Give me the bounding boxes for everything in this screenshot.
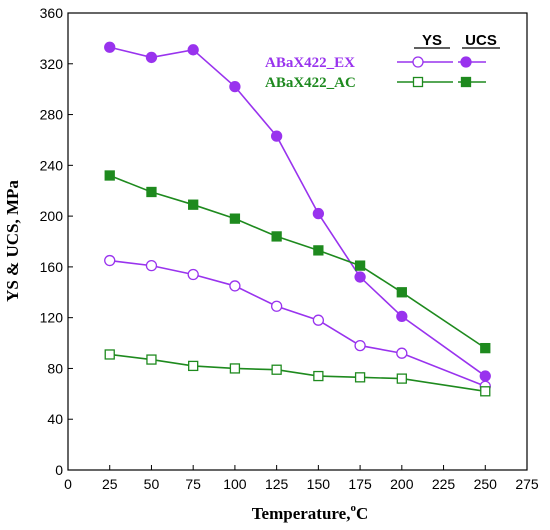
x-tick-label: 275 bbox=[515, 476, 539, 492]
data-point bbox=[312, 314, 325, 326]
data-point bbox=[312, 207, 325, 220]
plot-frame bbox=[67, 12, 528, 471]
series-abax422-ac-ys bbox=[104, 349, 491, 397]
x-tick-label: 0 bbox=[64, 476, 72, 492]
x-tick-label: 25 bbox=[102, 476, 118, 492]
y-tick-label: 360 bbox=[40, 5, 64, 21]
data-point bbox=[354, 339, 366, 352]
data-point bbox=[270, 130, 283, 142]
x-tick-label: 200 bbox=[390, 476, 414, 492]
data-point bbox=[313, 245, 324, 256]
x-axis-title: Temperature,oC bbox=[252, 502, 368, 523]
y-tick-label: 160 bbox=[40, 259, 64, 275]
data-point bbox=[396, 310, 408, 323]
data-point bbox=[480, 342, 491, 354]
x-axis-title-degree: o bbox=[350, 502, 356, 514]
axes: 0 25 50 75 100 125 150 175 200 225 250 275 0 40 80 120 1… bbox=[40, 5, 539, 492]
data-point bbox=[146, 354, 157, 365]
x-tick-label: 100 bbox=[223, 476, 247, 492]
legend-label: ABaX422_AC bbox=[265, 75, 356, 91]
y-tick-label: 280 bbox=[40, 107, 64, 123]
data-point bbox=[104, 170, 115, 181]
data-point bbox=[146, 186, 157, 198]
legend-ucs-marker bbox=[460, 76, 472, 88]
series-line bbox=[109, 259, 486, 387]
series-line bbox=[109, 174, 486, 349]
x-tick-label: 225 bbox=[432, 476, 456, 492]
x-tick-label: 125 bbox=[265, 476, 289, 492]
data-point bbox=[104, 254, 116, 267]
y-tick-label: 240 bbox=[40, 157, 64, 173]
data-point bbox=[104, 41, 116, 53]
series-layer bbox=[104, 41, 491, 397]
data-point bbox=[396, 347, 408, 359]
legend-label: ABaX422_EX bbox=[265, 55, 355, 71]
legend-item-abax422-ex: ABaX422_EX bbox=[265, 55, 486, 71]
y-tick-label: 80 bbox=[47, 360, 63, 376]
y-tick-label: 0 bbox=[55, 462, 63, 478]
legend-header-ucs: UCS bbox=[465, 32, 497, 49]
data-point bbox=[354, 271, 366, 283]
data-point bbox=[396, 287, 407, 298]
data-point bbox=[270, 300, 283, 312]
y-tick-label: 200 bbox=[40, 208, 64, 224]
x-axis-title-unit: C bbox=[356, 504, 368, 523]
data-point bbox=[104, 349, 115, 360]
series-abax422-ex-ys bbox=[104, 254, 491, 392]
data-point bbox=[229, 213, 241, 224]
data-point bbox=[188, 199, 199, 210]
data-point bbox=[313, 370, 324, 382]
series-abax422-ac-ucs bbox=[104, 170, 491, 354]
x-tick-label: 150 bbox=[307, 476, 331, 492]
x-axis-title-text: Temperature, bbox=[252, 504, 351, 523]
data-point bbox=[271, 231, 282, 242]
data-point bbox=[354, 260, 366, 271]
y-tick-label: 120 bbox=[40, 310, 64, 326]
data-point bbox=[480, 386, 491, 397]
x-tick-label: 75 bbox=[185, 476, 201, 492]
legend-ys-marker bbox=[412, 76, 424, 88]
series-abax422-ex-ucs bbox=[104, 41, 491, 382]
data-point bbox=[229, 280, 241, 292]
data-point bbox=[354, 372, 366, 383]
x-tick-label: 250 bbox=[474, 476, 498, 492]
data-point bbox=[188, 360, 199, 372]
legend-header-ys: YS bbox=[422, 32, 442, 49]
series-line bbox=[109, 353, 486, 393]
legend-ys-marker bbox=[412, 56, 424, 68]
data-point bbox=[229, 80, 241, 93]
legend: YS UCS ABaX422_EX ABaX422_AC bbox=[265, 32, 500, 91]
x-tick-label: 175 bbox=[348, 476, 372, 492]
y-axis-title: YS & UCS, MPa bbox=[3, 180, 22, 302]
data-point bbox=[187, 268, 199, 281]
legend-ucs-marker bbox=[460, 56, 472, 68]
y-tick-label: 320 bbox=[40, 56, 64, 72]
y-tick-label: 40 bbox=[47, 411, 63, 427]
data-point bbox=[396, 373, 407, 384]
data-point bbox=[479, 370, 491, 382]
x-tick-label: 50 bbox=[144, 476, 160, 492]
data-point bbox=[145, 259, 158, 272]
series-line bbox=[109, 46, 486, 377]
legend-item-abax422-ac: ABaX422_AC bbox=[265, 75, 486, 91]
data-point bbox=[187, 44, 199, 56]
data-point bbox=[229, 363, 241, 374]
data-point bbox=[271, 364, 282, 375]
data-point bbox=[145, 51, 158, 64]
